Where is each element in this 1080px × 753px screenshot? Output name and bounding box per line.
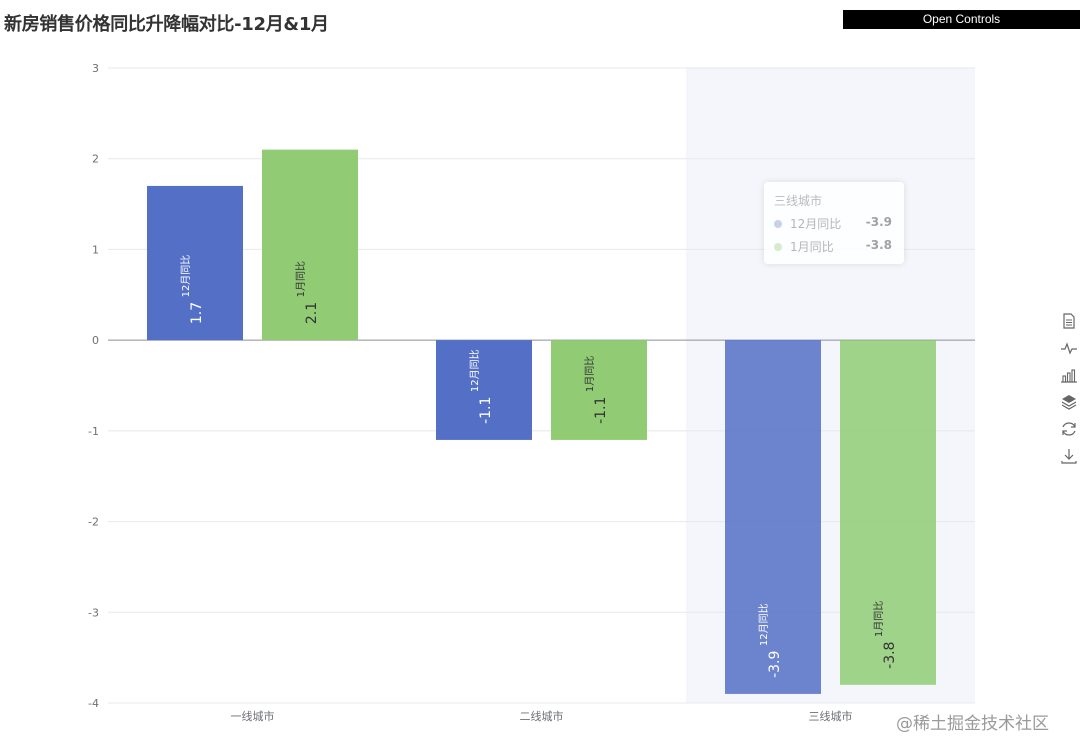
bar-data-label: 2.1 1月同比 [295,261,320,324]
series-dot-icon [774,243,782,251]
download-icon[interactable] [1060,447,1078,465]
line-chart-icon[interactable] [1060,339,1078,357]
bar-data-label: -3.9 12月同比 [758,603,783,678]
bar-data-label: -3.8 1月同比 [873,601,898,669]
stack-icon[interactable] [1060,393,1078,411]
tooltip-row: 1月同比 -3.8 [774,238,898,255]
bar-chart-icon[interactable] [1060,366,1078,384]
tooltip: 三线城市 12月同比 -3.9 1月同比 -3.8 [764,182,904,264]
y-tick-label: 3 [92,62,99,75]
bar-data-label: -1.1 1月同比 [584,356,609,424]
y-tick-label: 0 [92,334,99,347]
x-tick-label: 一线城市 [231,709,275,723]
y-tick-label: -1 [88,425,99,438]
watermark: @稀土掘金技术社区 [896,714,1049,734]
bar [551,340,647,440]
tooltip-row: 12月同比 -3.9 [774,215,898,232]
x-tick-label: 三线城市 [809,709,853,723]
bar [262,149,358,341]
bar-chart: 3 2 1 0 -1 -2 -3 -4 一线城市 二线城市 三线城市 1.7 12月同比 -1.1 12… [88,62,975,723]
series-dot-icon [774,220,782,228]
tooltip-row-value: -3.8 [865,238,892,252]
y-tick-label: 1 [92,243,99,256]
tooltip-row-name: 1月同比 [790,240,834,254]
chart-title: 新房销售价格同比升降幅对比-12月&1月 [4,14,329,35]
y-tick-label: -4 [88,697,99,710]
bar [147,185,243,341]
tooltip-row-value: -3.9 [865,215,892,229]
open-controls-button[interactable]: Open Controls [843,10,1080,29]
bar-data-label: -1.1 12月同比 [469,349,494,424]
bar-data-label: 1.7 12月同比 [180,255,205,324]
toolbox [1060,312,1080,474]
tooltip-title: 三线城市 [774,194,823,208]
x-tick-label: 二线城市 [520,709,564,723]
y-tick-label: -3 [88,606,99,619]
restore-icon[interactable] [1060,420,1078,438]
bar [436,340,532,440]
bar [725,340,821,694]
y-tick-label: 2 [92,153,99,166]
bar [840,340,936,685]
tooltip-row-name: 12月同比 [790,217,842,231]
data-view-icon[interactable] [1060,312,1078,330]
y-tick-label: -2 [88,516,99,529]
